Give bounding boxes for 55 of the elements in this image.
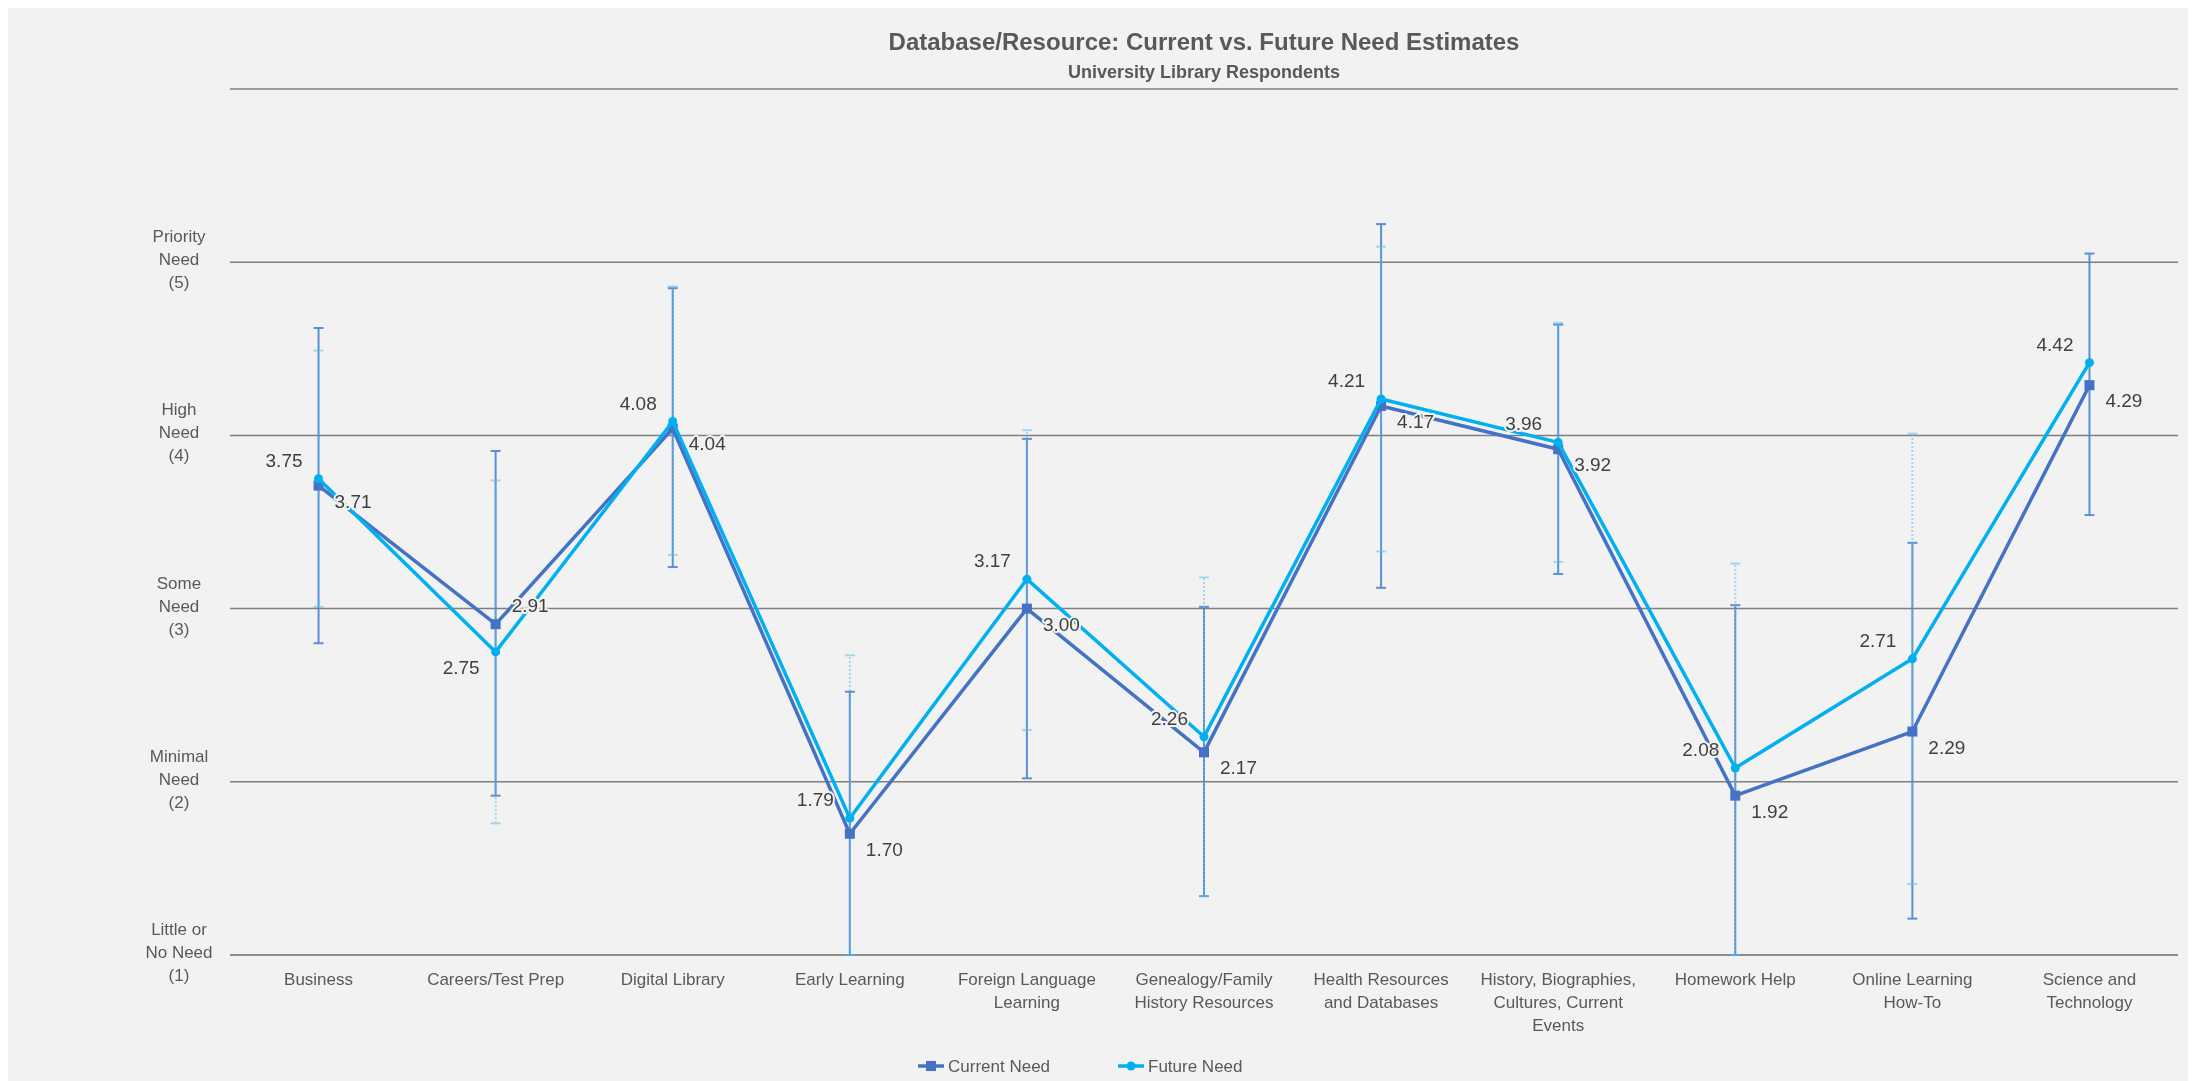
- point: [1730, 763, 1740, 773]
- point: [1199, 732, 1209, 742]
- x-tick-label: Online Learning How-To: [1852, 970, 1973, 1012]
- point: [1730, 790, 1741, 801]
- x-tick-label: Early Learning: [795, 970, 905, 989]
- point: [314, 474, 324, 484]
- y-tick-label: Minimal Need (2): [149, 746, 209, 812]
- point: [668, 417, 678, 427]
- data-label: 1.70: [865, 838, 903, 860]
- point: [844, 828, 855, 839]
- data-label: 2.71: [1859, 629, 1897, 651]
- data-label: 4.21: [1328, 370, 1366, 392]
- chart-title: Database/Resource: Current vs. Future Need Estimates: [888, 28, 1520, 55]
- point: [2084, 380, 2095, 391]
- data-label: 4.08: [619, 392, 657, 414]
- legend-label: Future Need: [1148, 1057, 1243, 1076]
- data-label: 4.17: [1397, 410, 1435, 432]
- point: [491, 647, 501, 657]
- point: [1021, 603, 1032, 614]
- x-tick-label: Careers/Test Prep: [427, 970, 565, 989]
- data-label: 3.17: [973, 550, 1011, 572]
- x-tick-label: Science and Technology: [2042, 970, 2137, 1012]
- point: [1376, 394, 1386, 404]
- point: [1907, 654, 1917, 664]
- data-label: 3.96: [1505, 413, 1543, 435]
- data-label: 3.92: [1574, 454, 1612, 476]
- point: [845, 813, 855, 823]
- x-tick-label: History, Biographies, Cultures, Current Events: [1480, 970, 1636, 1035]
- point: [1022, 574, 1032, 584]
- y-tick-label: Little or No Need (1): [145, 920, 213, 985]
- point: [2084, 358, 2094, 368]
- legend-label: Current Need: [948, 1057, 1051, 1076]
- y-tick-label: High Need (4): [158, 400, 200, 466]
- y-tick-label: Some Need (3): [156, 573, 202, 639]
- point: [1199, 747, 1209, 758]
- x-tick-label: Business: [284, 970, 354, 989]
- data-label: 1.79: [796, 789, 834, 811]
- chart-subtitle: University Library Respondents: [1067, 62, 1341, 82]
- data-label: 4.29: [2105, 390, 2143, 412]
- point: [1553, 437, 1563, 447]
- data-label: 1.92: [1751, 800, 1789, 822]
- data-label: 3.75: [265, 449, 303, 471]
- x-tick-label: Homework Help: [1674, 970, 1796, 989]
- point: [490, 619, 501, 630]
- data-label: 2.17: [1220, 757, 1257, 779]
- data-label: 4.42: [2036, 333, 2074, 355]
- data-label: 2.75: [442, 656, 480, 678]
- x-tick-label: Health Resources and Databases: [1313, 970, 1449, 1012]
- data-label: 2.29: [1928, 736, 1966, 758]
- point: [1907, 726, 1918, 737]
- y-tick-label: Priority Need (5): [152, 227, 206, 293]
- x-tick-label: Digital Library: [620, 970, 726, 989]
- data-label: 4.04: [688, 433, 727, 455]
- x-tick-label: Genealogy/Family History Resources: [1134, 970, 1274, 1012]
- x-tick-label: Foreign Language Learning: [957, 970, 1096, 1012]
